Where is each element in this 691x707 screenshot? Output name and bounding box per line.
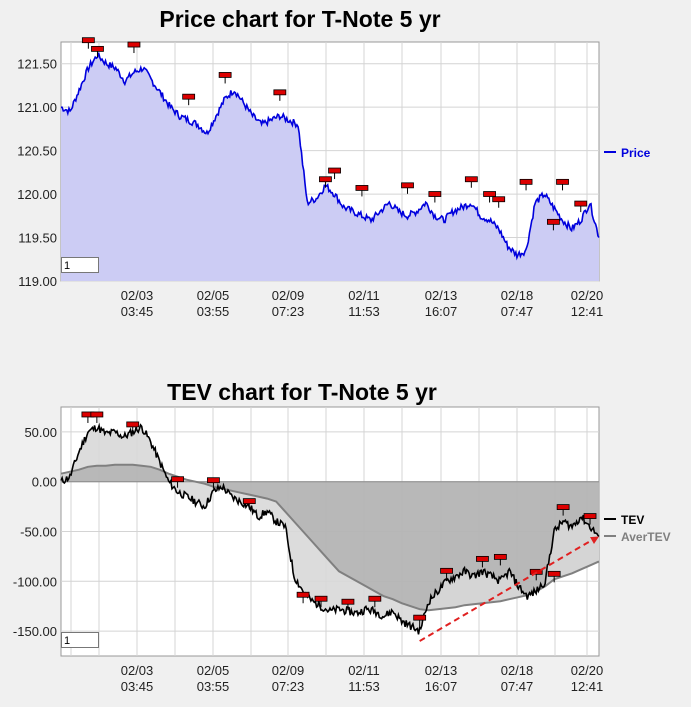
price-signal-marker (81, 37, 95, 44)
price-signal-marker (574, 200, 588, 207)
tev-x-tick-time: 03:45 (121, 679, 154, 694)
price-signal-marker (401, 182, 414, 189)
tev-x-tick-time: 11:53 (348, 679, 380, 694)
price-legend-label: Price (621, 146, 651, 160)
price-signal-marker (328, 167, 341, 174)
trend-line (419, 538, 594, 642)
price-x-tick-time: 03:45 (121, 304, 154, 319)
tev-x-tick-date: 02/13 (425, 663, 458, 678)
price-x-tick-date: 02/09 (272, 288, 305, 303)
price-signal-marker (273, 89, 287, 96)
tev-signal-marker (547, 570, 561, 577)
price-signal-marker (483, 191, 496, 197)
avertev-series-line (60, 463, 600, 612)
tev-x-tick-date: 02/09 (272, 663, 305, 678)
tev-signal-marker (493, 553, 507, 560)
price-signal-marker (319, 176, 332, 183)
tev-y-tick-label: -100.00 (13, 574, 57, 589)
price-x-tick-date: 02/20 (571, 288, 604, 303)
tev-y-tick-label: 0.00 (32, 475, 57, 490)
tev-legend-label: TEV (621, 513, 644, 527)
tev-x-tick-date: 02/05 (197, 663, 230, 678)
tev-chart: TEV chart for T-Note 5 yr 50.00 0.00 -50.0… (13, 379, 671, 694)
price-y-tick-label: 121.00 (17, 100, 57, 115)
price-signal-marker (355, 185, 369, 191)
tev-signal-marker (242, 498, 256, 505)
tev-area-fill (61, 424, 599, 635)
tev-y-tick-label: 50.00 (24, 425, 57, 440)
tev-series-line (60, 422, 600, 635)
tev-signal-marker (583, 513, 597, 519)
tev-x-tick-time: 07:23 (272, 679, 305, 694)
price-y-tick-label: 121.50 (17, 57, 57, 72)
price-x-tick-date: 02/18 (501, 288, 534, 303)
price-chart: Price chart for T-Note 5 yr 121.50 121.00… (17, 6, 651, 319)
price-y-tick-label: 120.50 (17, 144, 57, 159)
price-chart-title: Price chart for T-Note 5 yr (159, 6, 440, 32)
tev-x-tick-date: 02/11 (348, 663, 380, 678)
tev-signal-marker (90, 411, 104, 418)
price-signal-marker (428, 191, 442, 197)
price-signal-marker (492, 196, 506, 203)
price-signal-marker (127, 41, 141, 48)
price-x-tick-date: 02/11 (348, 288, 380, 303)
tev-x-tick-date: 02/18 (501, 663, 534, 678)
tev-signal-marker (413, 614, 427, 621)
tev-signal-marker (314, 595, 328, 602)
price-signal-marker (519, 178, 533, 185)
tev-signal-marker (207, 477, 220, 484)
price-signal-marker (218, 72, 232, 78)
price-x-tick-date: 02/05 (197, 288, 230, 303)
price-x-tick-time: 11:53 (348, 304, 380, 319)
tev-y-tick-label: -50.00 (20, 525, 57, 540)
price-x-tick-time: 07:23 (272, 304, 305, 319)
tev-signal-marker (341, 598, 355, 605)
price-signal-marker (91, 45, 104, 52)
tev-x-tick-date: 02/20 (571, 663, 604, 678)
tev-signal-marker (368, 595, 382, 602)
price-page-input[interactable]: 1 (61, 257, 99, 273)
price-area-fill (61, 52, 599, 282)
tev-signal-marker (440, 567, 453, 574)
tev-page-input[interactable]: 1 (61, 632, 99, 648)
tev-signal-marker (126, 421, 140, 428)
price-y-tick-label: 120.00 (17, 187, 57, 202)
price-signal-marker (547, 218, 560, 225)
tev-signal-marker (476, 555, 489, 562)
trend-arrowhead (590, 536, 599, 544)
avertev-legend-label: AverTEV (621, 530, 671, 544)
price-x-tick-time: 12:41 (571, 304, 604, 319)
price-x-tick-time: 07:47 (501, 304, 534, 319)
price-y-tick-label: 119.50 (18, 231, 57, 246)
price-signal-marker (182, 93, 196, 100)
price-series-line (60, 52, 600, 261)
price-x-tick-date: 02/03 (121, 288, 154, 303)
tev-x-tick-date: 02/03 (121, 663, 154, 678)
tev-x-tick-time: 07:47 (501, 679, 534, 694)
price-x-tick-time: 03:55 (197, 304, 230, 319)
tev-y-tick-label: -150.00 (13, 624, 57, 639)
price-y-tick-label: 119.00 (18, 274, 57, 289)
price-signal-marker (556, 178, 569, 185)
tev-x-tick-time: 16:07 (425, 679, 458, 694)
price-x-tick-date: 02/13 (425, 288, 458, 303)
price-x-tick-time: 16:07 (425, 304, 458, 319)
tev-signal-marker (556, 504, 570, 510)
tev-signal-marker (171, 476, 184, 483)
tev-signal-marker (296, 591, 310, 598)
tev-chart-title: TEV chart for T-Note 5 yr (167, 379, 437, 405)
tev-x-tick-time: 03:55 (197, 679, 230, 694)
tev-x-tick-time: 12:41 (571, 679, 604, 694)
price-signal-marker (464, 176, 478, 183)
